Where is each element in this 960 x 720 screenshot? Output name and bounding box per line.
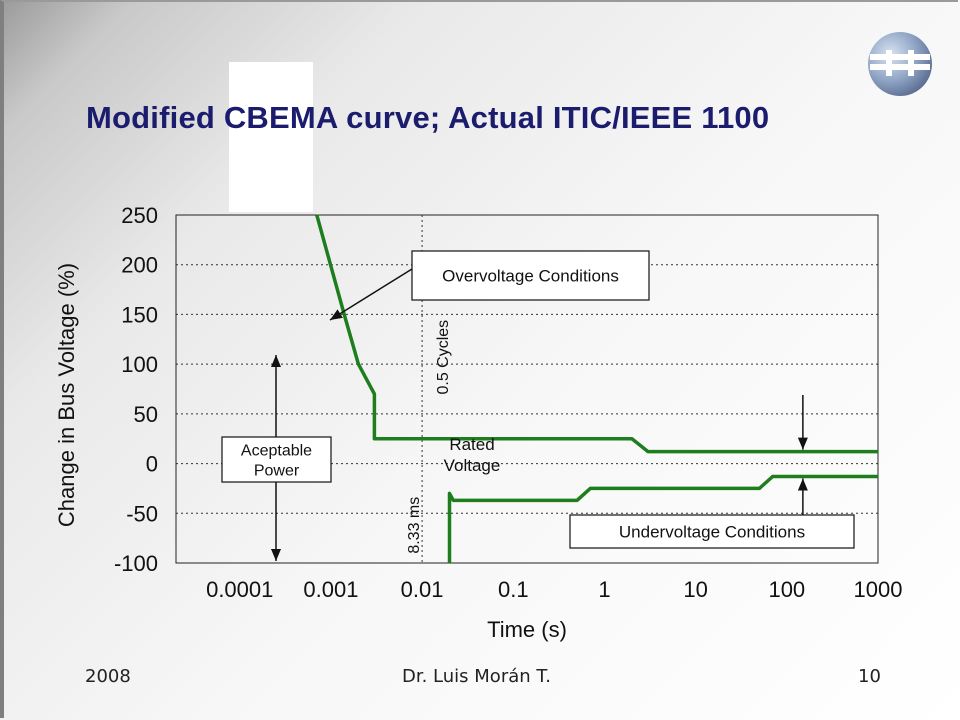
y-axis-label: Change in Bus Voltage (%) xyxy=(54,263,79,527)
x-tick-label: 10 xyxy=(683,577,707,602)
x-tick-label: 0.01 xyxy=(401,577,444,602)
plot-area xyxy=(175,214,879,564)
rated-voltage-label: Rated xyxy=(449,435,494,454)
undervoltage-annotation-box xyxy=(569,514,855,549)
y-tick-label: 200 xyxy=(121,253,158,278)
acceptable-power-annotation-text: Power xyxy=(254,463,300,480)
footer-author: Dr. Luis Morán T. xyxy=(402,666,551,687)
acceptable-arrow-down-head xyxy=(271,549,281,561)
overvoltage-annotation-text: Overvoltage Conditions xyxy=(442,267,619,286)
undervoltage-annotation-text: Undervoltage Conditions xyxy=(619,523,805,542)
ms-label: 8.33 ms xyxy=(406,497,423,554)
overvoltage-arrow-head xyxy=(330,309,343,320)
y-tick-label: 250 xyxy=(121,203,158,228)
footer-year: 2008 xyxy=(85,666,131,687)
decorative-stripe xyxy=(229,62,313,212)
half-cycle-label: 0.5 Cycles xyxy=(435,320,452,395)
undervoltage-limit-curve xyxy=(447,474,878,563)
y-tick-label: -100 xyxy=(114,551,158,576)
x-tick-label: 0.0001 xyxy=(206,577,273,602)
x-tick-label: 1000 xyxy=(854,577,903,602)
overvoltage-arrow xyxy=(329,268,413,321)
slide-title: Modified CBEMA curve; Actual ITIC/IEEE 1… xyxy=(86,100,770,135)
die-logo-icon xyxy=(868,32,932,96)
x-tick-label: 1 xyxy=(598,577,610,602)
y-tick-label: 100 xyxy=(121,352,158,377)
acceptable-arrow-up-head xyxy=(271,355,281,367)
x-tick-label: 0.1 xyxy=(498,577,529,602)
y-tick-label: 150 xyxy=(121,302,158,327)
x-tick-label: 100 xyxy=(768,577,805,602)
x-tick-label: 0.001 xyxy=(303,577,358,602)
y-tick-label: 0 xyxy=(146,452,158,477)
footer-page-number: 10 xyxy=(858,666,881,687)
x-axis-label: Time (s) xyxy=(487,617,567,642)
undervoltage-limit-arrow-head xyxy=(797,478,808,491)
y-tick-label: -50 xyxy=(126,501,158,526)
y-tick-label: 50 xyxy=(134,402,158,427)
overvoltage-limit-curve xyxy=(315,214,878,454)
rated-voltage-label: Voltage xyxy=(444,456,501,475)
overvoltage-annotation-box xyxy=(411,250,650,301)
overvoltage-limit-arrow-head xyxy=(797,437,808,450)
acceptable-power-annotation-text: Aceptable xyxy=(241,443,312,460)
